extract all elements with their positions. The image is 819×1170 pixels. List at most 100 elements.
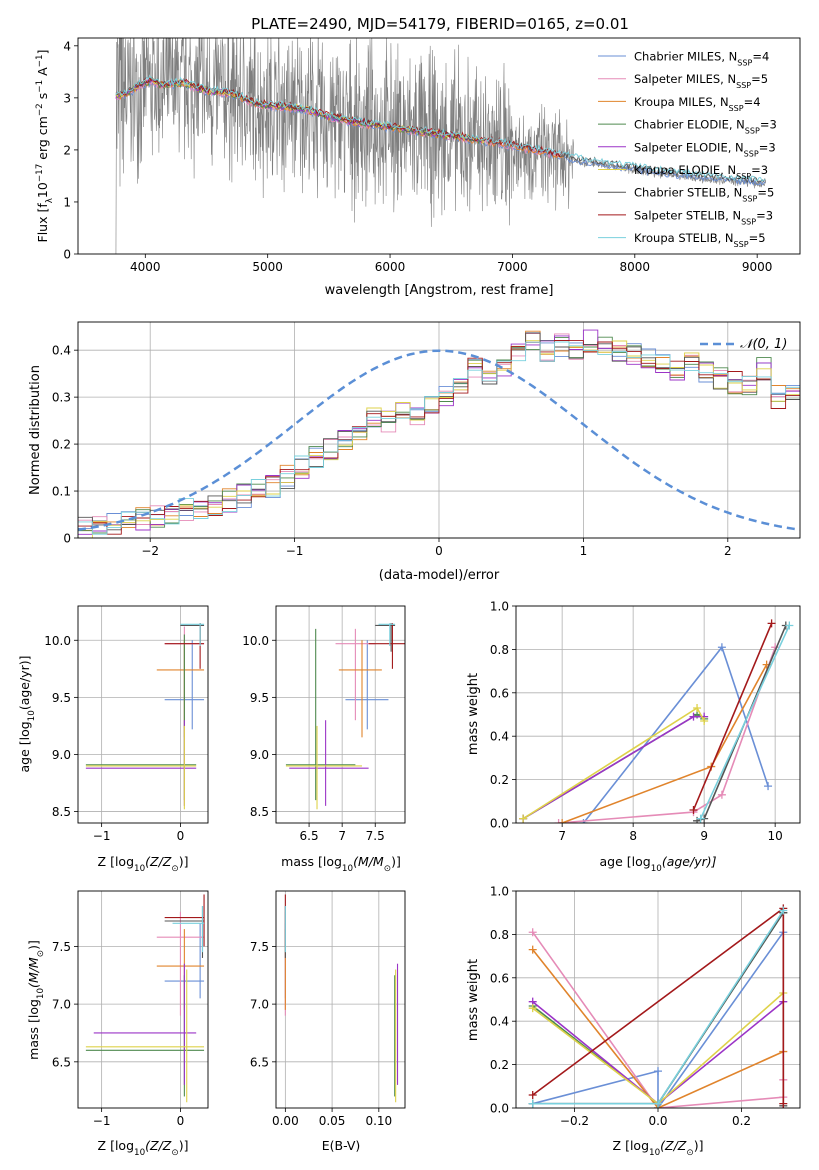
legend-label: Chabrier MILES, NSSP=4 bbox=[634, 50, 769, 68]
x-tick-label: 7 bbox=[338, 829, 346, 843]
weight-series-line bbox=[522, 706, 705, 820]
axes-frame bbox=[515, 605, 801, 824]
y-axis-label-part: −2 bbox=[35, 103, 45, 116]
legend-label-part: SSP bbox=[736, 81, 751, 90]
y-axis-label: mass [log10(M/M⊙)] bbox=[26, 940, 46, 1060]
ticks: 7 8 9 10 0.0 0.2 0.4 0.6 0.8 1.0 bbox=[490, 600, 783, 844]
y-axis-label-part: λ bbox=[45, 198, 55, 203]
y-axis-label: Normed distribution bbox=[28, 365, 43, 495]
legend-label-part: =5 bbox=[751, 72, 768, 86]
x-tick-label: 9 bbox=[700, 829, 708, 843]
weight-marker bbox=[554, 819, 563, 823]
x-tick-label: 7 bbox=[558, 829, 566, 843]
mass-vs-extinction-panel: 0.00 0.05 0.10 6.5 7.0 7.5 E(B-V) bbox=[250, 890, 406, 1153]
x-axis-label-part: 10 bbox=[134, 1148, 145, 1158]
weight-marker bbox=[528, 1099, 537, 1108]
legend-label-part: SSP bbox=[745, 126, 760, 135]
axes-frame bbox=[515, 890, 801, 1109]
y-tick-label: 7.5 bbox=[250, 940, 269, 954]
legend-label-part: =4 bbox=[752, 50, 769, 64]
x-axis-label: (data-model)/error bbox=[379, 568, 500, 583]
y-axis-label-part: ] bbox=[35, 50, 50, 55]
y-axis-label-part: −1 bbox=[35, 54, 45, 67]
y-axis-label-part: (age/yr)] bbox=[17, 655, 32, 710]
spectrum-lines bbox=[115, 38, 766, 254]
error-bars bbox=[284, 894, 399, 1103]
model-spectrum-line bbox=[115, 77, 565, 158]
weight-marker bbox=[717, 790, 726, 799]
mass-vs-metallicity-panel: −1 06.57.07.5Z [log10(Z/Z⊙)]mass [log10(M… bbox=[26, 890, 209, 1158]
y-axis-label: age [log10(age/yr)] bbox=[17, 655, 37, 772]
ticks: 0.00 0.05 0.10 6.5 7.0 7.5 bbox=[250, 940, 392, 1128]
weight-marker bbox=[689, 712, 698, 721]
weight-lines bbox=[519, 619, 794, 823]
x-tick-label: 0.05 bbox=[319, 1114, 346, 1128]
x-tick-label: 4000 bbox=[130, 260, 161, 274]
y-axis-label-part: −17 bbox=[35, 164, 45, 182]
y-tick-label: 1 bbox=[63, 195, 71, 209]
y-tick-label: 9.0 bbox=[52, 748, 71, 762]
x-tick-label: −1 bbox=[286, 544, 304, 558]
y-tick-label: 0.4 bbox=[490, 730, 509, 744]
y-axis-label-part: 10 bbox=[27, 710, 37, 721]
x-tick-label: 2 bbox=[724, 544, 732, 558]
y-axis-label: mass weight bbox=[466, 673, 481, 755]
y-axis-label-part: 10 bbox=[35, 182, 50, 198]
model-spectrum-line bbox=[115, 75, 766, 182]
y-tick-label: 0.3 bbox=[52, 391, 71, 405]
y-tick-label: 0.0 bbox=[490, 1102, 509, 1116]
y-tick-label: 7.0 bbox=[52, 998, 71, 1012]
legend-label: Kroupa MILES, NSSP=4 bbox=[634, 95, 761, 113]
y-tick-label: 8.5 bbox=[52, 805, 71, 819]
weight-marker bbox=[693, 703, 702, 712]
y-tick-label: 3 bbox=[63, 91, 71, 105]
x-axis-label-part: 10 bbox=[651, 864, 662, 874]
ticks: −2 −1 0 1 2 0 0.1 0.2 0.3 0.4 bbox=[52, 344, 732, 558]
legend-label: Salpeter ELODIE, NSSP=3 bbox=[634, 140, 776, 158]
residual-histogram-panel: −2 −1 0 1 2 0 0.1 0.2 0.3 0.4 (data-model)/error No… bbox=[28, 321, 801, 583]
x-axis-label-part: Z [log bbox=[98, 854, 134, 869]
legend-label-part: =5 bbox=[749, 231, 766, 245]
x-tick-label: 0.2 bbox=[732, 1114, 751, 1128]
error-bars bbox=[285, 623, 405, 810]
x-tick-label: 7000 bbox=[497, 260, 528, 274]
y-axis-label: mass weight bbox=[466, 959, 481, 1041]
weight-marker bbox=[764, 782, 773, 791]
legend-label-part: Kroupa MILES, N bbox=[634, 95, 729, 109]
legend-label-part: =4 bbox=[744, 95, 761, 109]
error-bars bbox=[85, 894, 205, 1103]
y-axis-label-part: s bbox=[35, 93, 50, 104]
legend-label-part: SSP bbox=[737, 58, 752, 67]
legend-label-part: SSP bbox=[734, 240, 749, 249]
x-axis-label-part: (Z/Z bbox=[145, 854, 172, 869]
x-axis-label-part: 10 bbox=[342, 864, 353, 874]
weight-marker bbox=[700, 717, 709, 726]
weight-marker bbox=[558, 819, 567, 823]
ticks: −1 0 8.5 9.0 9.5 10.0 bbox=[44, 634, 184, 843]
y-tick-label: 0.6 bbox=[490, 971, 509, 985]
axes-frame bbox=[275, 605, 406, 824]
legend-label-part: =3 bbox=[759, 140, 776, 154]
x-axis-label: age [log10(age/yr)] bbox=[599, 854, 716, 874]
weight-series-line bbox=[558, 646, 776, 823]
y-tick-label: 0.8 bbox=[490, 643, 509, 657]
y-axis-label-part: ⊙ bbox=[36, 950, 46, 957]
y-axis-label-part: )] bbox=[26, 940, 41, 950]
y-tick-label: 0.2 bbox=[52, 438, 71, 452]
x-axis-label-part: (Z/Z bbox=[660, 1138, 687, 1153]
x-axis-label-part: age [log bbox=[599, 854, 650, 869]
x-tick-label: 6.5 bbox=[300, 829, 319, 843]
legend-label-part: SSP bbox=[741, 217, 756, 226]
y-axis-label-part: erg cm bbox=[35, 116, 50, 164]
model-spectrum-line bbox=[115, 79, 565, 160]
x-axis-label-part: mass [log bbox=[281, 854, 342, 869]
age-vs-metallicity-panel: −1 08.59.09.510.0Z [log10(Z/Z⊙)]age [log1… bbox=[17, 605, 209, 874]
age-vs-mass-panel: 6.5 7 7.5 8.5 9.0 9.5 10.0 mass [log10(M/M⊙)] bbox=[242, 605, 406, 874]
y-axis-label-part: mass [log bbox=[26, 999, 41, 1060]
y-tick-label: 7.0 bbox=[250, 998, 269, 1012]
weight-marker bbox=[689, 805, 698, 814]
legend-label-part: SSP bbox=[744, 149, 759, 158]
y-axis-label-part: A bbox=[35, 67, 50, 80]
x-tick-label: 0.00 bbox=[272, 1114, 299, 1128]
weight-marker bbox=[528, 1090, 537, 1099]
